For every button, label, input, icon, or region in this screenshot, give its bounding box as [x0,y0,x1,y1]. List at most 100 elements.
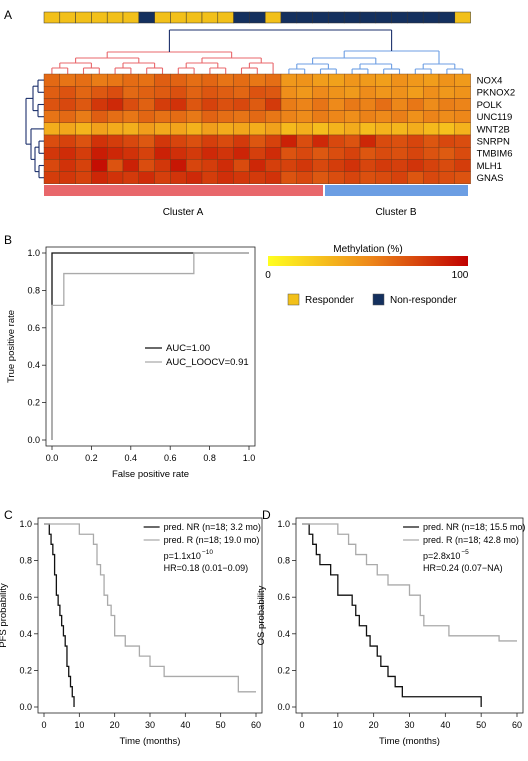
x-tick-label: 0.0 [46,453,59,463]
heatmap-cell [217,110,234,123]
non-responder-cell [328,11,345,24]
heatmap-cell [75,85,92,99]
heatmap-cell [233,122,250,136]
responder-cell [217,11,234,24]
x-tick-label: 0 [299,720,304,730]
non-responder-cell [343,11,361,24]
responder-cell [59,11,76,24]
p-value-exponent: −10 [202,549,213,556]
heatmap-cell [296,122,313,136]
heatmap-cell [344,146,361,160]
heatmap-cell [454,122,471,136]
heatmap-cell [391,146,408,160]
heatmap-cell [423,171,440,185]
non-responder-cell [407,11,424,24]
heatmap-cell [312,122,329,136]
panel-label-b: B [4,233,12,247]
heatmap-cell [375,85,392,99]
heatmap-cell [375,146,392,160]
gene-label: GNAS [477,173,504,184]
gene-label: NOX4 [477,76,503,87]
heatmap-cell [154,134,171,148]
heatmap-cell [407,134,424,148]
heatmap-cell [249,73,266,87]
heatmap-cell [59,146,76,160]
heatmap-cell [170,159,187,172]
heatmap-cell [328,85,345,99]
y-tick-label: 1.0 [277,519,290,529]
heatmap-cell [407,146,424,160]
x-tick-label: 60 [251,720,261,730]
responder-cell [170,11,187,24]
heatmap-cell [75,159,92,172]
heatmap-cell [138,110,155,123]
responder-cell [75,11,92,24]
heatmap-cell [91,146,108,160]
heatmap-cell [423,73,440,87]
heatmap-cell [312,73,329,87]
heatmap-cell [106,171,124,185]
heatmap-cell [201,146,219,160]
heatmap-cell [91,110,108,123]
heatmap-cell [344,134,361,148]
scale-min-label: 0 [265,270,271,281]
heatmap-cell [43,171,61,185]
heatmap-cell [359,98,377,111]
heatmap-cell [407,171,424,185]
heatmap-cell [154,159,171,172]
heatmap-cell [328,110,345,123]
heatmap-cell [423,85,440,99]
heatmap-cell [75,134,92,148]
x-axis-label: Time (months) [120,736,181,747]
y-tick-label: 0.8 [277,556,290,566]
plot-frame [295,517,524,714]
x-axis-label: False positive rate [112,469,189,480]
heatmap-cell [391,98,408,111]
cluster-a-bar [44,185,323,196]
series-line-black [302,523,482,707]
heatmap-cell [249,110,266,123]
heatmap-cell [391,110,408,123]
heatmap-cell [280,73,298,87]
heatmap-cell [233,73,250,87]
x-tick-label: 60 [512,720,522,730]
cluster-a-label: Cluster A [163,207,204,218]
heatmap-cell [75,98,92,111]
heatmap-cell [106,122,124,136]
x-tick-label: 20 [369,720,379,730]
heatmap-cell [91,73,108,87]
heatmap-cell [312,110,329,123]
heatmap-cell [185,122,203,136]
heatmap-cell [249,134,266,148]
heatmap-cell [359,146,377,160]
heatmap-cell [138,171,155,185]
y-tick-label: 0.6 [277,592,290,602]
heatmap-cell [43,73,61,87]
y-axis-label: OS probability [256,585,267,645]
heatmap-cell [423,98,440,111]
heatmap-cell [249,171,266,185]
heatmap-cell [201,85,219,99]
heatmap-cell [328,98,345,111]
p-value-label: p=2.8x10 [423,551,460,561]
non-responder-cell [296,11,313,24]
roc-chart: 0.0 0.2 0.4 0.6 0.8 1.0 0.0 0.2 0.4 0.6 0.8 1.0 Fals… [6,246,256,480]
non-responder-cell [375,11,392,24]
heatmap-cell [344,122,361,136]
heatmap-cell [344,85,361,99]
gene-label: MLH1 [477,161,502,172]
x-tick-label: 30 [404,720,414,730]
heatmap-cell [185,134,203,148]
heatmap-cell [201,110,219,123]
heatmap-cell [170,85,187,99]
heatmap-cell [344,98,361,111]
heatmap-cell [75,146,92,160]
responder-cell [154,11,171,24]
heatmap-cell [328,73,345,87]
heatmap-cell [312,171,329,185]
heatmap-cell [265,146,282,160]
non-responder-cell [138,11,155,24]
heatmap-cell [391,73,408,87]
series-line-black [44,523,75,707]
